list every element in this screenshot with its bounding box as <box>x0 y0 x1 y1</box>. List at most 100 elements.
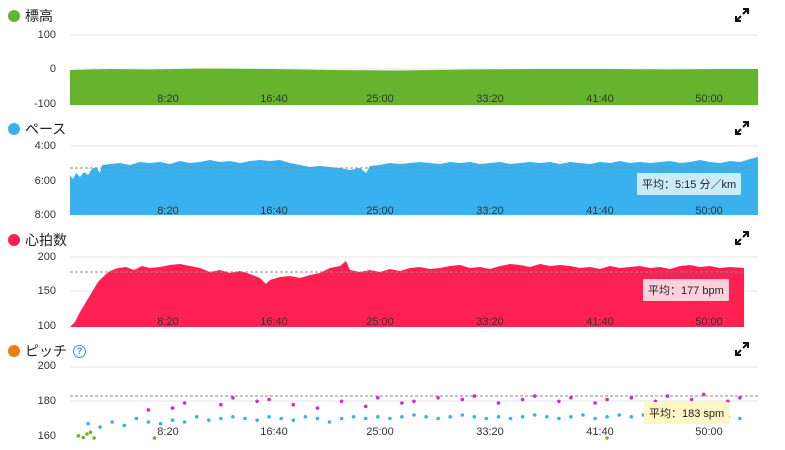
cadence-point-green <box>92 436 96 440</box>
pace-title-text: ペース <box>25 121 67 137</box>
heart-rate-average-label: 平均：177 bpm <box>643 279 729 301</box>
elevation-area <box>70 68 758 105</box>
cadence-point-green <box>76 434 81 438</box>
x-tick: 8:20 <box>157 205 179 217</box>
x-tick: 8:20 <box>157 93 179 105</box>
x-tick: 33:20 <box>476 93 504 105</box>
cadence-point-blue <box>170 418 175 422</box>
cadence-point-blue <box>520 415 525 419</box>
x-tick: 33:20 <box>476 426 504 438</box>
cadence-point-blue <box>472 415 477 419</box>
x-tick: 33:20 <box>476 205 504 217</box>
cadence-point-pink <box>219 402 223 407</box>
cadence-point-blue <box>255 418 259 422</box>
elevation-expand-icon[interactable] <box>735 8 749 22</box>
x-tick: 25:00 <box>366 426 394 438</box>
cadence-point-pink <box>146 408 151 412</box>
x-tick: 16:40 <box>260 205 288 217</box>
x-tick: 41:40 <box>586 426 614 438</box>
cadence-point-pink <box>605 397 609 402</box>
y-tick: 200 <box>37 360 56 372</box>
cadence-point-pink <box>315 406 320 410</box>
x-tick: 16:40 <box>260 426 288 438</box>
elevation-color-dot <box>8 10 20 22</box>
cadence-point-blue <box>460 413 465 417</box>
cadence-point-pink <box>532 394 537 398</box>
cadence-point-blue <box>738 416 742 421</box>
cadence-point-pink <box>496 401 501 405</box>
elevation-panel: 標高 100 0 -100 8:20 16:40 25:00 33:20 41:… <box>0 0 785 110</box>
cadence-point-pink <box>267 397 271 402</box>
cadence-point-blue <box>557 416 561 421</box>
x-tick: 50:00 <box>695 205 723 217</box>
cadence-point-blue <box>243 416 247 421</box>
y-tick: -100 <box>33 98 56 110</box>
pace-expand-icon[interactable] <box>735 121 749 135</box>
cadence-point-blue <box>593 416 597 421</box>
cadence-point-blue <box>267 415 271 419</box>
cadence-point-blue <box>545 415 549 419</box>
cadence-color-dot <box>8 345 20 357</box>
pace-panel: ペース 4:00 6:00 8:00 平均：5:15 分／km 8:20 16:… <box>0 112 785 222</box>
heart-rate-title-text: 心拍数 <box>25 232 67 248</box>
cadence-point-blue <box>231 415 235 419</box>
elevation-title-text: 標高 <box>25 8 53 24</box>
cadence-point-blue <box>629 415 634 419</box>
pace-average-label: 平均：5:15 分／km <box>637 173 742 195</box>
x-tick: 25:00 <box>366 316 394 328</box>
cadence-point-green <box>605 436 609 440</box>
cadence-point-pink <box>593 401 597 405</box>
y-tick: 200 <box>37 251 56 263</box>
pace-area <box>70 157 758 215</box>
cadence-point-pink <box>412 399 416 404</box>
cadence-point-blue <box>86 421 90 426</box>
cadence-point-pink <box>255 399 259 404</box>
x-tick: 50:00 <box>695 316 723 328</box>
x-tick: 25:00 <box>366 205 394 217</box>
cadence-point-blue <box>363 416 368 421</box>
x-tick: 16:40 <box>260 316 288 328</box>
cadence-point-blue <box>158 421 163 426</box>
cadence-point-pink <box>339 399 344 404</box>
y-tick: 160 <box>37 430 56 442</box>
help-icon[interactable]: ? <box>73 344 86 358</box>
cadence-expand-icon[interactable] <box>735 342 749 356</box>
cadence-point-blue <box>605 415 609 419</box>
cadence-title-text: ピッチ <box>25 343 67 359</box>
cadence-point-pink <box>170 406 175 410</box>
cadence-point-blue <box>315 416 320 421</box>
heart-rate-title: 心拍数 <box>8 230 67 250</box>
cadence-point-pink <box>520 397 525 402</box>
y-tick: 6:00 <box>34 175 56 187</box>
cadence-point-blue <box>617 413 621 417</box>
cadence-point-green <box>81 435 85 440</box>
cadence-panel: ピッチ ? 200 180 160 平均：183 spm 8:20 16:40 … <box>0 336 785 450</box>
x-tick: 50:00 <box>695 426 723 438</box>
cadence-point-blue <box>448 415 453 419</box>
cadence-point-blue <box>496 415 501 419</box>
heart-rate-expand-icon[interactable] <box>735 231 749 245</box>
y-tick: 180 <box>37 395 56 407</box>
cadence-point-green <box>85 432 89 436</box>
x-tick: 50:00 <box>695 93 723 105</box>
cadence-title: ピッチ ? <box>8 341 86 361</box>
cadence-point-pink <box>182 401 187 405</box>
x-tick: 25:00 <box>366 93 394 105</box>
cadence-point-pink <box>400 401 404 405</box>
cadence-point-pink <box>665 394 670 398</box>
cadence-point-pink <box>701 392 706 397</box>
cadence-point-blue <box>98 425 102 429</box>
cadence-point-blue <box>508 416 513 421</box>
cadence-point-blue <box>327 420 332 424</box>
cadence-point-blue <box>351 415 356 419</box>
cadence-point-pink <box>231 396 235 400</box>
cadence-point-blue <box>400 415 404 419</box>
cadence-point-blue <box>219 416 223 421</box>
cadence-point-blue <box>110 420 114 424</box>
y-tick: 100 <box>37 320 56 332</box>
cadence-point-blue <box>122 423 127 428</box>
cadence-point-blue <box>146 420 151 424</box>
cadence-point-green <box>88 430 93 435</box>
x-tick: 41:40 <box>586 205 614 217</box>
heart-rate-panel: 心拍数 200 150 100 平均：177 bpm 8:20 16:40 25… <box>0 224 785 334</box>
